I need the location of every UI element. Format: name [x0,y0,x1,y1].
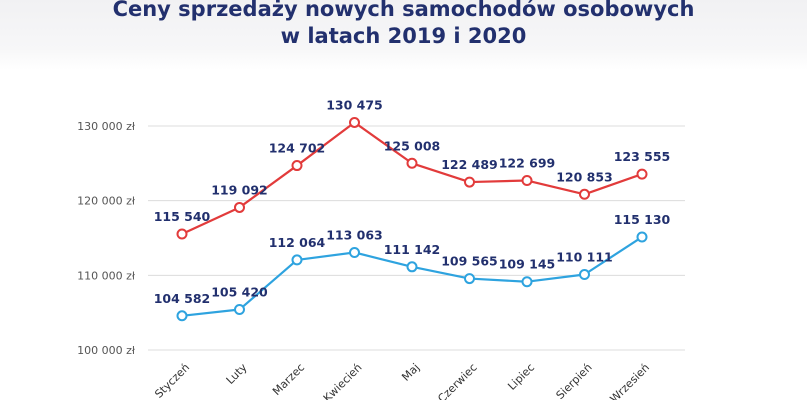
data-point-2019 [349,246,360,258]
y-tick-label: 100 000 zł [77,344,136,357]
data-label-2020: 122 489 [441,157,498,172]
data-label-2020: 130 475 [326,97,383,112]
data-label-2020: 120 853 [556,169,613,184]
x-tick-label: Lipiec [505,361,537,393]
data-point-2019 [579,269,590,281]
data-label-2020: 115 540 [154,209,211,224]
header-band [0,0,807,70]
data-point-2020 [636,168,648,180]
data-label-2019: 115 130 [614,212,671,227]
data-label-2020: 122 699 [499,156,556,171]
data-label-2020: 123 555 [614,149,671,164]
data-point-2020 [579,188,590,200]
data-label-2019: 109 565 [441,254,498,269]
data-point-2019 [176,310,188,322]
x-tick-label: Czerwiec [435,361,479,400]
data-point-2019 [291,254,303,266]
data-label-2019: 110 111 [556,250,613,265]
chart-title-line2: w latach 2019 i 2020 [280,24,527,48]
data-point-2020 [291,160,303,172]
data-label-2020: 124 702 [269,141,326,156]
x-tick-labels: Styczeń Luty Marzec Kwiecień Maj Czerwiec Lipi… [152,361,652,400]
data-label-2019: 113 063 [326,227,383,242]
data-label-2019: 112 064 [269,235,326,250]
chart-title: Ceny sprzedaży nowych samochodów osobowy… [0,0,807,50]
data-label-2019: 109 145 [499,257,556,272]
y-tick-label: 130 000 zł [77,120,136,133]
y-tick-labels: 100 000 zł 110 000 zł 120 000 zł 130 000 zł [77,120,136,357]
data-point-2020 [176,228,188,240]
y-tick-label: 110 000 zł [77,269,136,282]
series-layer [176,116,648,322]
x-tick-label: Marzec [270,361,307,398]
data-point-2019 [521,276,533,288]
x-tick-label: Kwiecień [321,361,365,400]
x-tick-label: Maj [399,361,422,384]
grid-layer [148,125,685,351]
data-point-2019 [636,231,648,243]
y-tick-label: 120 000 zł [77,195,136,208]
x-tick-label: Wrzesień [608,361,653,400]
data-point-2019 [464,273,475,285]
data-point-2020 [349,116,360,128]
data-label-2019: 111 142 [384,242,441,257]
data-label-2020: 125 008 [384,138,441,153]
data-label-2019: 104 582 [154,291,211,306]
x-tick-label: Styczeń [152,361,192,400]
data-point-2020 [406,157,418,169]
x-tick-label: Sierpień [554,361,595,400]
data-point-2019 [406,261,418,273]
data-label-2020: 119 092 [211,182,268,197]
x-tick-label: Luty [224,361,250,387]
data-point-2019 [234,304,245,316]
chart-title-line1: Ceny sprzedaży nowych samochodów osobowy… [112,0,695,21]
data-point-2020 [521,175,533,187]
data-label-2019: 105 420 [211,285,268,300]
data-point-2020 [234,201,245,213]
data-point-2020 [464,176,475,188]
